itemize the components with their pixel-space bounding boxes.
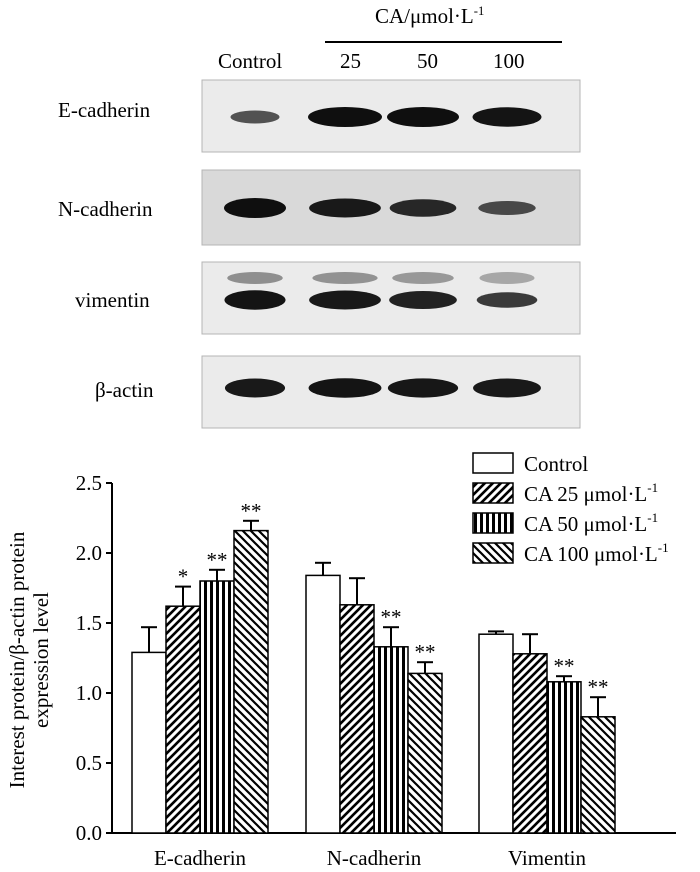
blot-row-label-n-cadherin: N-cadherin <box>58 197 153 221</box>
legend-label-0: Control <box>524 452 588 476</box>
y-tick-label: 1.5 <box>76 611 102 635</box>
concentration-label-sup: -1 <box>473 4 485 18</box>
blot-panel-1 <box>201 169 581 246</box>
bar-1-0 <box>305 574 341 834</box>
chart-legend: Control CA 25 μmol·L-1 CA 50 μmol·L-1 CA 10… <box>472 452 669 566</box>
lane-label-100: 100 <box>493 49 525 73</box>
blot-band <box>224 378 286 398</box>
concentration-bracket-line <box>325 41 562 43</box>
significance-mark: ** <box>241 499 262 523</box>
y-axis-label-line-1: expression level <box>29 592 53 728</box>
blot-bands <box>201 79 581 429</box>
legend-swatch-0 <box>472 452 514 474</box>
x-category-label: E-cadherin <box>154 846 247 870</box>
blot-band <box>308 107 382 127</box>
legend-swatch-1 <box>472 482 514 504</box>
bar-0-3 <box>233 529 269 834</box>
bar-0-0 <box>131 651 167 834</box>
bar-2-3 <box>580 716 616 834</box>
concentration-label: CA/μmol·L <box>375 4 474 28</box>
blot-band-upper <box>227 272 283 284</box>
legend-unit-sup: -1 <box>658 540 669 555</box>
bar-2-0 <box>478 633 514 834</box>
legend-unit-sup: -1 <box>647 480 658 495</box>
bar-0-2 <box>199 580 235 834</box>
blot-band <box>389 199 457 217</box>
legend-swatch-3 <box>472 542 514 564</box>
bar-1-1 <box>339 604 375 834</box>
blot-row-label-vimentin: vimentin <box>75 288 150 312</box>
legend-label-2: CA 50 μmol·L-1 <box>524 510 658 536</box>
legend-unit-sup: -1 <box>647 510 658 525</box>
blot-row-label-beta-actin: β-actin <box>95 378 154 402</box>
y-axis-label-line-0: Interest protein/β-actin protein <box>5 531 29 788</box>
blot-band <box>472 107 542 127</box>
blot-band <box>224 290 286 310</box>
blot-band-upper <box>392 272 454 284</box>
lane-label-25: 25 <box>340 49 361 73</box>
blot-band <box>478 201 536 215</box>
y-tick-label: 0.5 <box>76 751 102 775</box>
chart-bars: ************* <box>131 499 616 834</box>
significance-mark: ** <box>207 548 228 572</box>
lane-label-50: 50 <box>417 49 438 73</box>
y-tick-label: 0.0 <box>76 821 102 845</box>
concentration-header: CA/μmol·L-1 <box>375 4 484 29</box>
blot-panel-2 <box>201 261 581 335</box>
y-tick-label: 2.5 <box>76 471 102 495</box>
blot-band <box>476 292 538 308</box>
bar-2-2 <box>546 681 582 834</box>
blot-row-label-e-cadherin: E-cadherin <box>58 98 151 122</box>
blot-band <box>387 378 459 398</box>
blot-band-upper <box>312 272 378 284</box>
blot-panel-3 <box>201 355 581 429</box>
bar-2-1 <box>512 653 548 834</box>
y-tick-label: 2.0 <box>76 541 102 565</box>
bar-0-1 <box>165 605 201 834</box>
blot-band <box>473 378 541 398</box>
bar-1-2 <box>373 646 409 834</box>
significance-mark: ** <box>588 675 609 699</box>
significance-mark: ** <box>415 640 436 664</box>
lane-label-control: Control <box>218 49 283 73</box>
significance-mark: * <box>178 565 189 589</box>
blot-band <box>387 107 459 127</box>
blot-band <box>309 198 381 218</box>
x-category-label: N-cadherin <box>327 846 422 870</box>
legend-swatch-2 <box>472 512 514 534</box>
legend-label-3: CA 100 μmol·L-1 <box>524 540 669 566</box>
blot-band <box>308 378 382 398</box>
blot-band-upper <box>479 272 535 284</box>
blot-band <box>309 290 381 310</box>
y-tick-label: 1.0 <box>76 681 102 705</box>
significance-mark: ** <box>381 605 402 629</box>
blot-band <box>230 110 280 124</box>
x-category-label: Vimentin <box>508 846 587 870</box>
blot-band <box>224 198 286 218</box>
blot-panel-0 <box>201 79 581 153</box>
legend-label-1: CA 25 μmol·L-1 <box>524 480 658 506</box>
significance-mark: ** <box>554 654 575 678</box>
bar-1-3 <box>407 672 443 834</box>
blot-band <box>389 291 457 309</box>
